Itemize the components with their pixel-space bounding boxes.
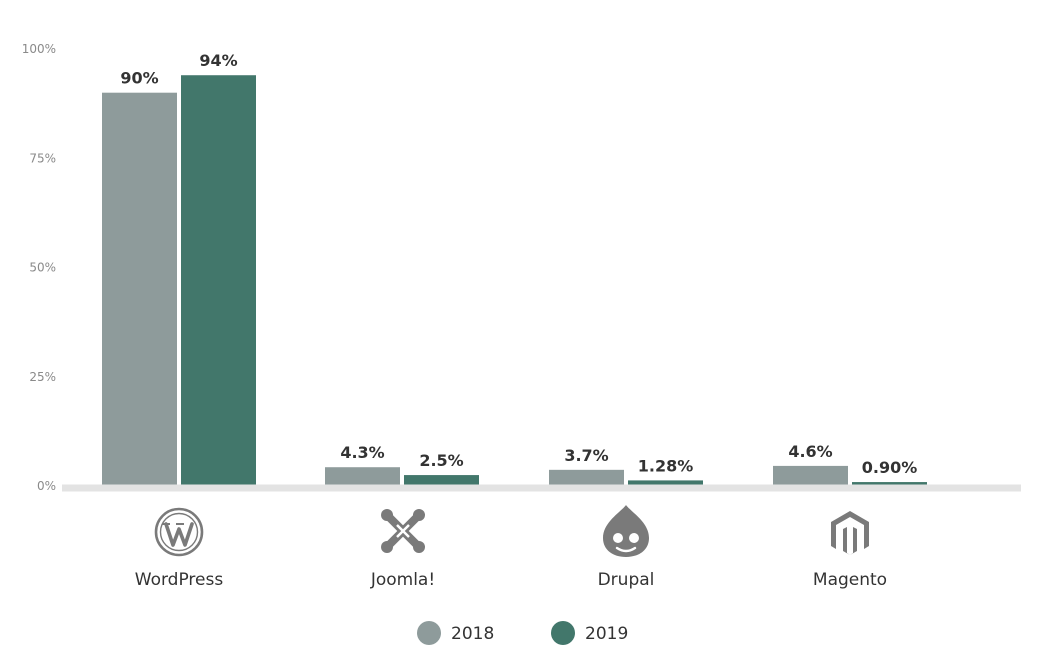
- data-label: 4.3%: [340, 443, 384, 462]
- wordpress-icon: [154, 507, 204, 557]
- data-label: 90%: [120, 69, 158, 88]
- bar-2019-drupal: [628, 480, 703, 488]
- value-labels: 90% 4.3% 3.7% 4.6% 94% 2.5% 1.28% 0.90%: [120, 51, 917, 477]
- bar-2018-drupal: [549, 469, 624, 488]
- legend-swatch-2018: [417, 621, 441, 645]
- legend-label: 2019: [585, 624, 628, 644]
- legend: 2018 2019: [417, 621, 628, 645]
- y-axis: 0% 25% 50% 75% 100%: [22, 42, 56, 493]
- data-label: 1.28%: [638, 456, 694, 475]
- drupal-icon: [603, 505, 649, 557]
- y-tick-label: 0%: [37, 479, 56, 493]
- magento-icon: [831, 511, 869, 555]
- legend-label: 2018: [451, 624, 494, 644]
- bar-2018-magento: [773, 465, 848, 488]
- data-label: 4.6%: [788, 442, 832, 461]
- category-label: Magento: [813, 570, 887, 590]
- category-label: WordPress: [135, 570, 224, 590]
- bars: [102, 75, 927, 488]
- joomla-icon: [381, 509, 425, 553]
- category-labels: WordPress Joomla! Drupal Magento: [135, 570, 887, 590]
- data-label: 94%: [199, 51, 237, 70]
- bar-2018-wordpress: [102, 92, 177, 488]
- y-tick-label: 50%: [29, 261, 56, 275]
- data-label: 0.90%: [862, 458, 918, 477]
- y-tick-label: 25%: [29, 370, 56, 384]
- y-tick-label: 75%: [29, 151, 56, 165]
- category-label: Drupal: [598, 570, 655, 590]
- legend-swatch-2019: [551, 621, 575, 645]
- bar-2018-joomla: [325, 467, 400, 488]
- category-label: Joomla!: [370, 570, 435, 590]
- data-label: 2.5%: [419, 451, 463, 470]
- bar-2019-wordpress: [181, 75, 256, 488]
- category-icons: [154, 505, 869, 557]
- y-tick-label: 100%: [22, 42, 56, 56]
- data-label: 3.7%: [564, 446, 608, 465]
